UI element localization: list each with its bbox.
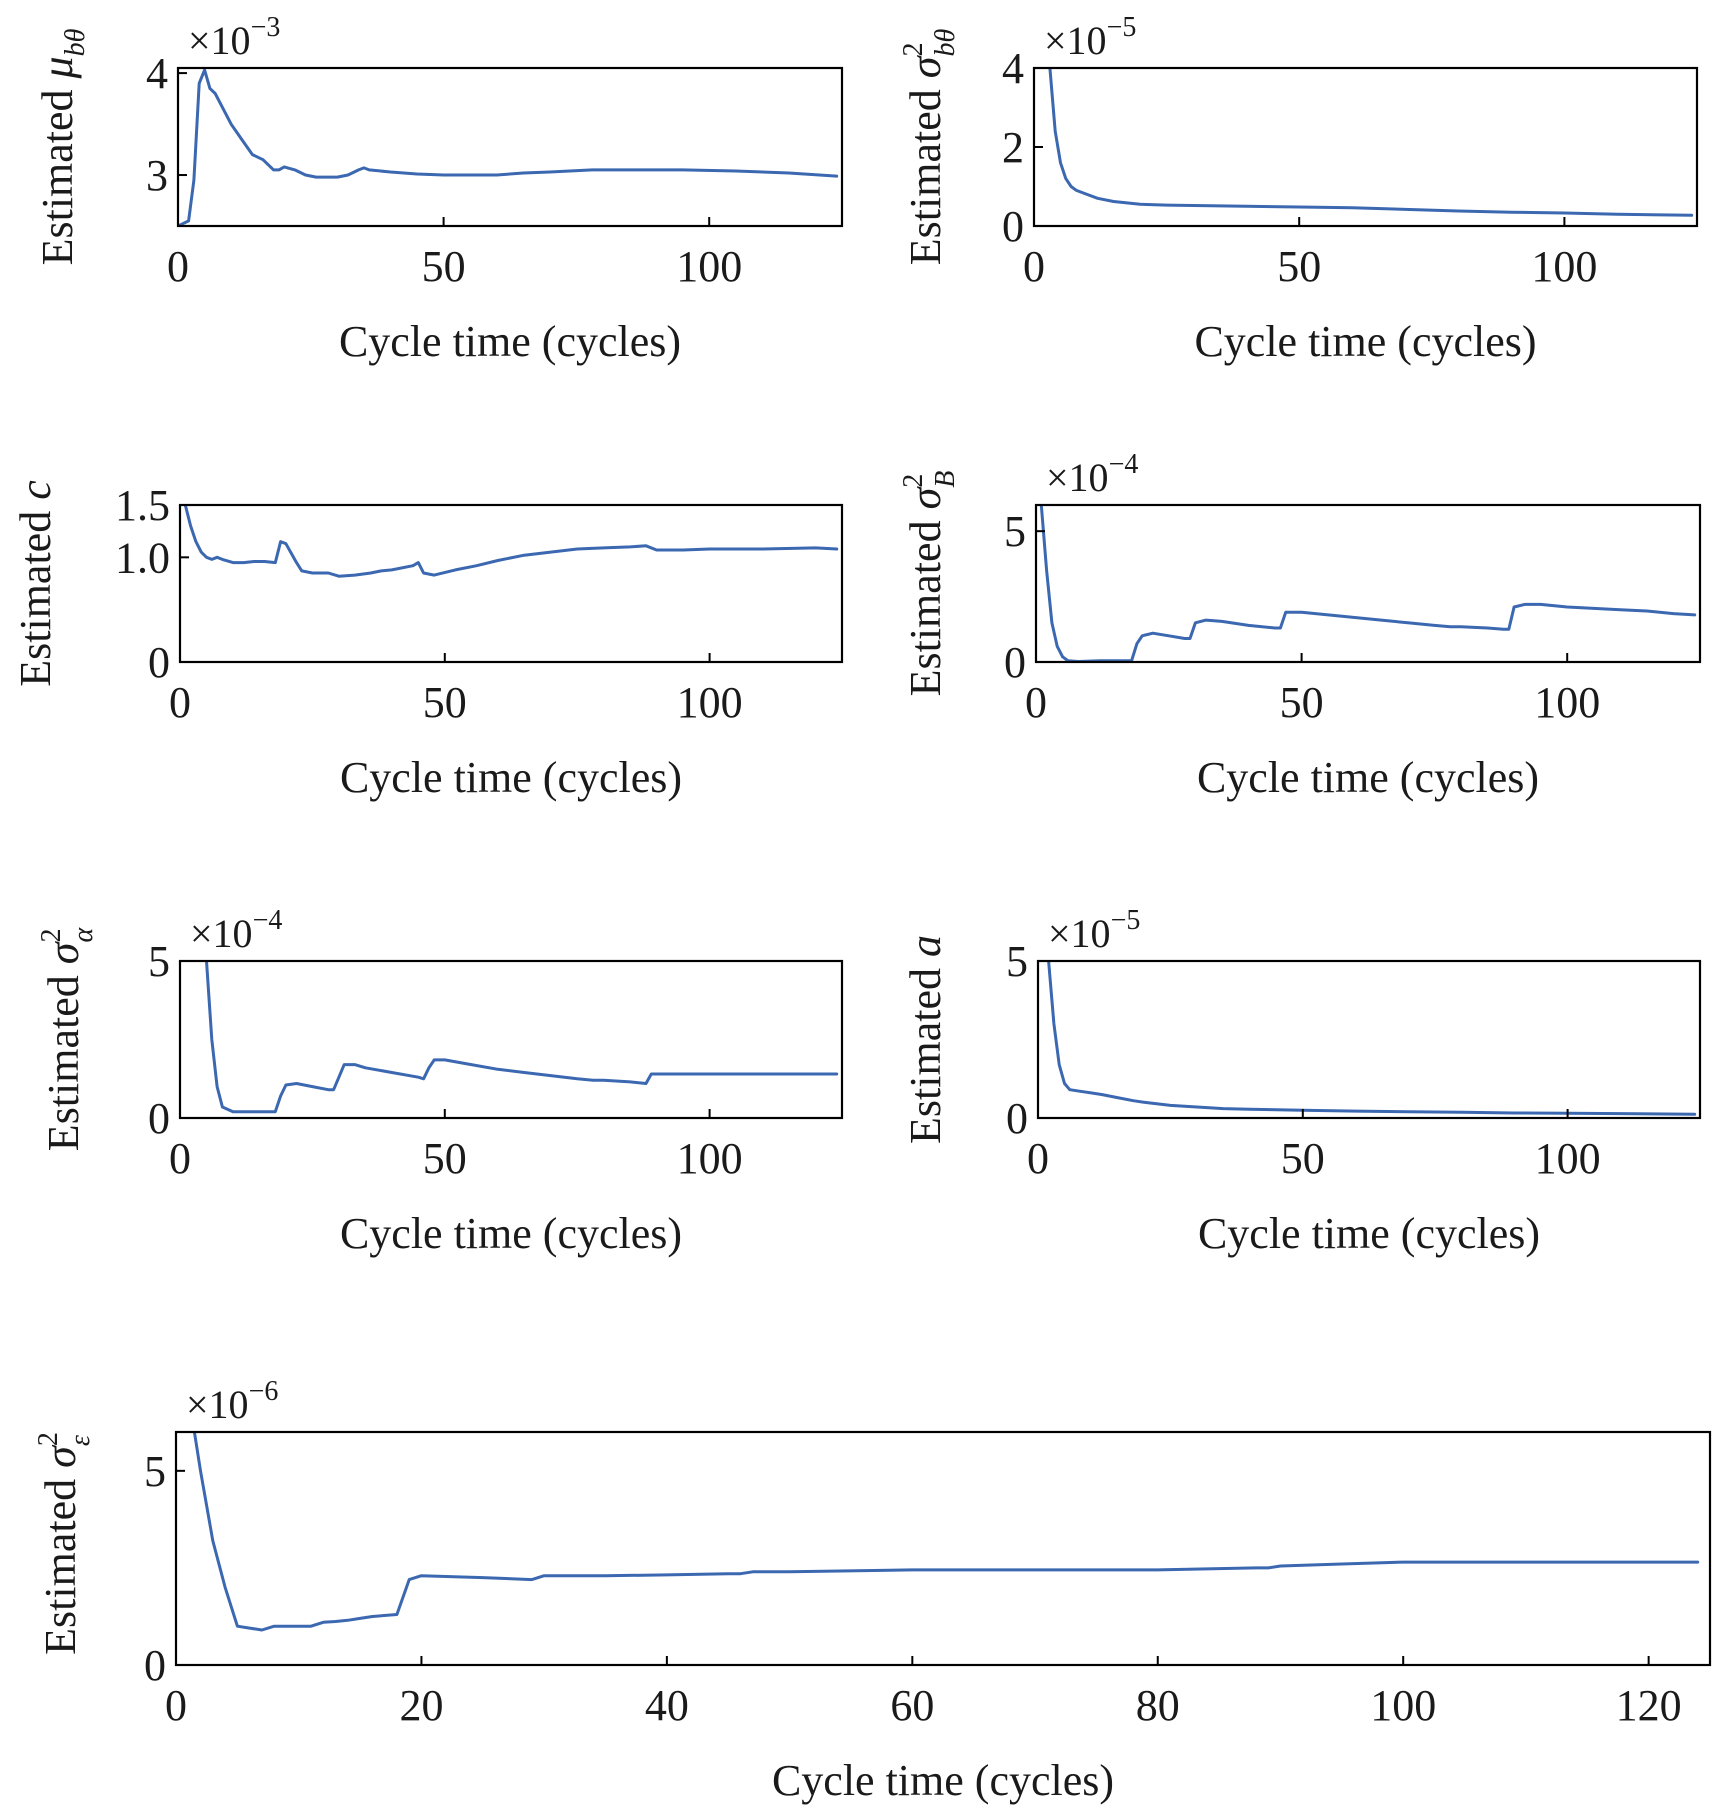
- x-tick-label: 50: [422, 242, 466, 291]
- series-line: [1048, 68, 1694, 217]
- y-tick-label: 0: [1002, 202, 1024, 251]
- x-tick-label: 20: [399, 1681, 443, 1730]
- axes-frame: [1034, 503, 1702, 664]
- axis-multiplier: ×10−4: [1046, 449, 1138, 500]
- y-tick-label: 0: [148, 1094, 170, 1143]
- chart-panel: 0 50 100 3 4 Cycle time (cycles) Estimated μbθ…: [33, 12, 844, 366]
- y-tick-label: 4: [146, 49, 168, 98]
- axis-multiplier: ×10−6: [186, 1376, 278, 1427]
- x-axis-label: Cycle time (cycles): [772, 1756, 1114, 1805]
- axes-frame: [176, 66, 844, 228]
- y-tick-label: 0: [148, 638, 170, 687]
- x-tick-label: 100: [677, 1134, 743, 1183]
- chart-panel: 0 50 100 0 2 4 Cycle time (cycles) Estimated σ2…: [898, 12, 1699, 366]
- x-tick-label: 100: [676, 242, 742, 291]
- x-axis-label: Cycle time (cycles): [1194, 317, 1536, 366]
- y-tick-label: 1.0: [115, 533, 170, 582]
- axes-frame: [174, 1430, 1712, 1667]
- x-tick-label: 100: [1535, 1134, 1601, 1183]
- y-tick-label: 1.5: [115, 481, 170, 530]
- x-tick-label: 100: [1531, 242, 1597, 291]
- chart-panel: 0 50 100 0 5 Cycle time (cycles) Estimated σ2α…: [36, 905, 844, 1258]
- x-tick-label: 100: [1534, 678, 1600, 727]
- x-tick-label: 0: [1027, 1134, 1049, 1183]
- x-tick-label: 80: [1136, 1681, 1180, 1730]
- series-line: [183, 505, 839, 578]
- axes-frame: [178, 959, 844, 1120]
- y-tick-label: 3: [146, 151, 168, 200]
- x-tick-label: 50: [1277, 242, 1321, 291]
- chart-panel: 0 20 40 60 80 100 120 0 5 Cycle time (cycles) Esti…: [33, 1376, 1712, 1805]
- y-axis-label: Estimated σ2ε: [33, 1432, 96, 1655]
- axis-multiplier: ×10−5: [1048, 905, 1140, 956]
- x-tick-label: 0: [1025, 678, 1047, 727]
- x-tick-label: 50: [423, 1134, 467, 1183]
- x-tick-label: 100: [1370, 1681, 1436, 1730]
- x-tick-label: 0: [169, 1134, 191, 1183]
- y-axis-label: Estimated σ2α: [36, 927, 99, 1152]
- y-tick-label: 0: [144, 1641, 166, 1690]
- y-axis-label: Estimated σ2bθ: [898, 29, 961, 266]
- axes-frame: [178, 503, 844, 664]
- chart-panel: 0 50 100 0 5 Cycle time (cycles) Estimated a ×1…: [901, 905, 1702, 1258]
- y-axis-label: Estimated σ2B: [898, 471, 961, 697]
- x-tick-label: 120: [1616, 1681, 1682, 1730]
- axis-multiplier: ×10−4: [190, 905, 282, 956]
- y-tick-label: 4: [1002, 44, 1024, 93]
- x-tick-label: 50: [1280, 678, 1324, 727]
- chart-panel: 0 50 100 0 1.01.5 Cycle time (cycles) Estimate…: [11, 480, 844, 802]
- y-axis-label: Estimated μbθ: [33, 28, 91, 265]
- x-axis-label: Cycle time (cycles): [339, 317, 681, 366]
- y-tick-label: 0: [1004, 638, 1026, 687]
- y-tick-label: 5: [1004, 507, 1026, 556]
- y-axis-label: Estimated c: [11, 480, 60, 687]
- y-axis-label: Estimated a: [901, 935, 950, 1144]
- x-tick-label: 0: [165, 1681, 187, 1730]
- y-tick-label: 5: [148, 937, 170, 986]
- x-tick-label: 0: [1023, 242, 1045, 291]
- series-line: [205, 961, 839, 1114]
- x-tick-label: 0: [167, 242, 189, 291]
- series-line: [178, 68, 839, 226]
- x-tick-label: 50: [1281, 1134, 1325, 1183]
- y-tick-label: 5: [1006, 937, 1028, 986]
- axis-multiplier: ×10−3: [188, 12, 280, 63]
- y-tick-label: 0: [1006, 1094, 1028, 1143]
- y-tick-label: 2: [1002, 123, 1024, 172]
- x-tick-label: 60: [890, 1681, 934, 1730]
- x-axis-label: Cycle time (cycles): [1197, 753, 1539, 802]
- axis-multiplier: ×10−5: [1044, 12, 1136, 63]
- y-tick-label: 5: [144, 1447, 166, 1496]
- x-axis-label: Cycle time (cycles): [340, 1209, 682, 1258]
- series-line: [1047, 961, 1697, 1116]
- x-tick-label: 0: [169, 678, 191, 727]
- axes-frame: [1036, 959, 1702, 1120]
- x-axis-label: Cycle time (cycles): [340, 753, 682, 802]
- chart-panel: 0 50 100 0 5 Cycle time (cycles) Estimated σ2B…: [898, 449, 1702, 802]
- x-tick-label: 100: [677, 678, 743, 727]
- series-line: [1039, 505, 1697, 662]
- x-tick-label: 50: [423, 678, 467, 727]
- series-line: [192, 1432, 1700, 1632]
- x-tick-label: 40: [645, 1681, 689, 1730]
- x-axis-label: Cycle time (cycles): [1198, 1209, 1540, 1258]
